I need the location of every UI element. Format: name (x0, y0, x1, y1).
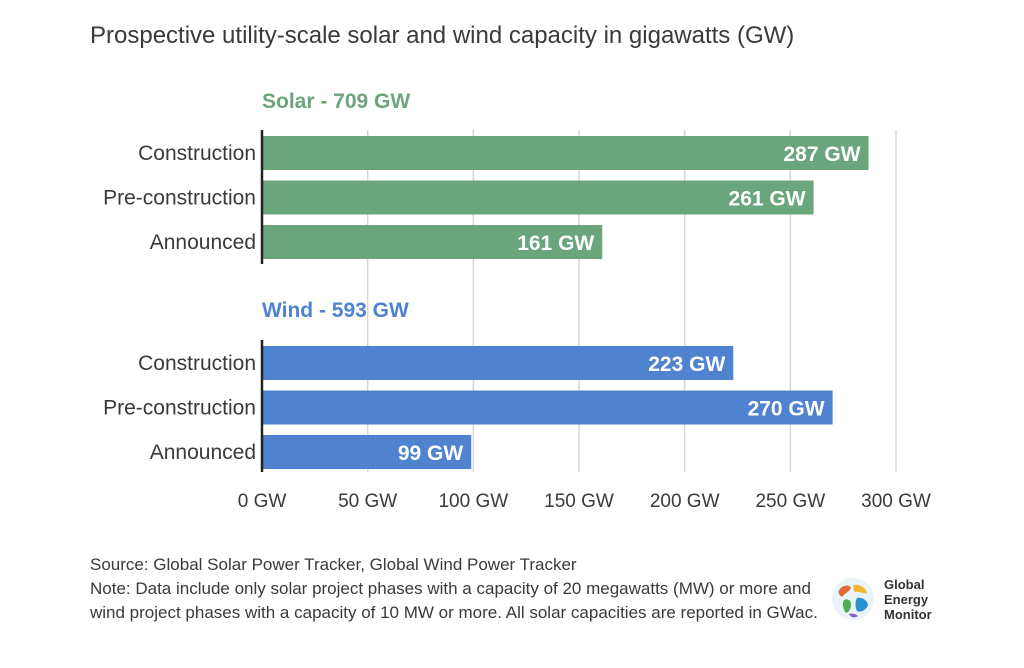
x-tick-label-3: 150 GW (544, 491, 614, 512)
bar-chart: Solar - 709 GW Construction 287 GW Pre-cons… (103, 90, 931, 512)
data-label-0-0: 287 GW (783, 143, 860, 166)
bar-0-0 (262, 136, 869, 170)
category-label-1-2: Announced (150, 441, 256, 464)
bar-0-1 (262, 180, 814, 215)
bar-1-0 (262, 346, 734, 380)
data-note: Note: Data include only solar project ph… (90, 579, 818, 622)
bar-0-2 (262, 225, 603, 259)
x-tick-label-1: 50 GW (338, 491, 397, 512)
data-label-1-1: 270 GW (748, 398, 825, 421)
chart-title: Prospective utility-scale solar and wind… (90, 22, 795, 49)
logo-wordmark: Global Energy Monitor (884, 577, 932, 622)
x-tick-label-5: 250 GW (755, 491, 825, 512)
data-label-0-2: 161 GW (517, 232, 594, 255)
data-label-1-2: 99 GW (398, 442, 464, 465)
bar-1-2 (262, 435, 472, 469)
logo-line-1: Global (884, 576, 925, 592)
category-label-0-1: Pre-construction (103, 187, 256, 210)
globe-icon (832, 578, 874, 620)
category-label-0-2: Announced (150, 231, 256, 254)
data-label-1-0: 223 GW (648, 353, 725, 376)
x-tick-label-2: 100 GW (438, 491, 508, 512)
source-note: Source: Global Solar Power Tracker, Glob… (90, 555, 577, 574)
bar-1-1 (262, 390, 833, 425)
x-tick-label-4: 200 GW (650, 491, 720, 512)
gem-logo: Global Energy Monitor (830, 576, 932, 622)
chart-footer: Source: Global Solar Power Tracker, Glob… (90, 553, 830, 625)
category-label-1-0: Construction (138, 352, 256, 375)
data-label-0-1: 261 GW (729, 188, 806, 211)
logo-line-2: Energy (884, 591, 929, 607)
x-tick-label-6: 300 GW (861, 491, 931, 512)
logo-line-3: Monitor (884, 606, 932, 622)
group-title-0: Solar - 709 GW (262, 90, 410, 113)
x-tick-label-0: 0 GW (238, 491, 287, 512)
category-label-0-0: Construction (138, 142, 256, 165)
category-label-1-1: Pre-construction (103, 397, 256, 420)
group-title-1: Wind - 593 GW (262, 299, 409, 322)
